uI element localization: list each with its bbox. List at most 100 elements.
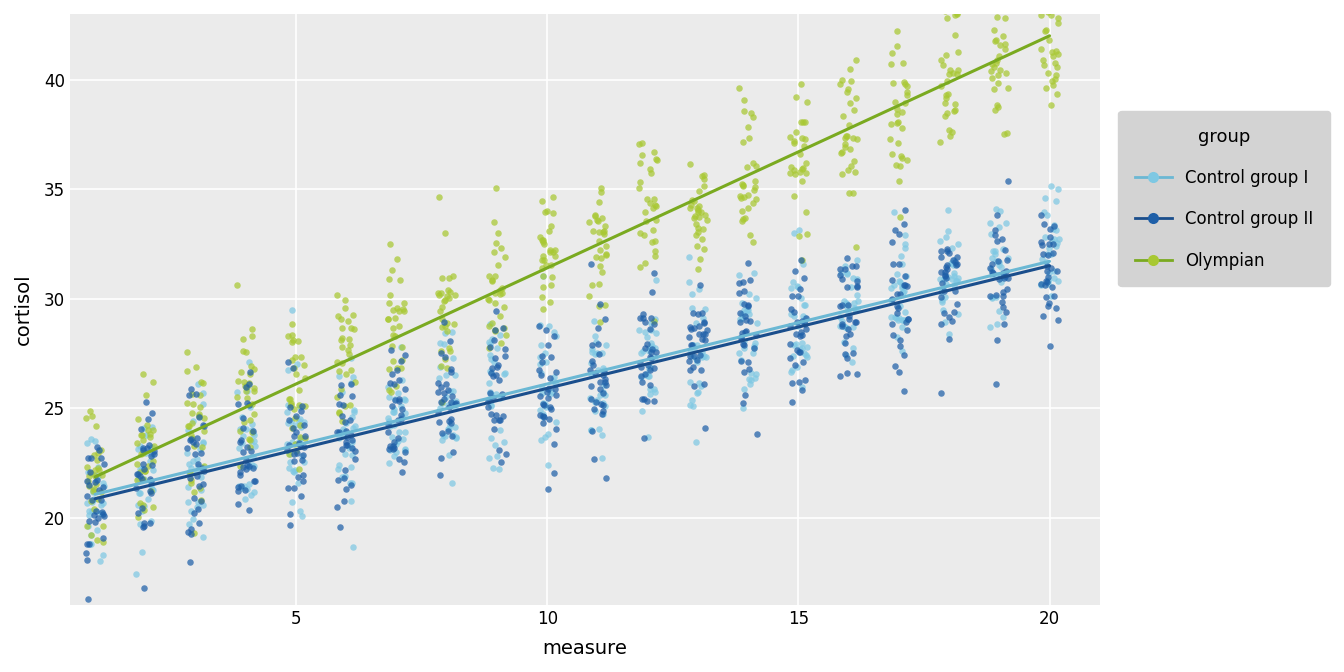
Point (438, 423, 460, 434)
Point (582, 355, 603, 366)
Point (179, 421, 200, 431)
Point (794, 134, 816, 144)
Point (228, 461, 250, 472)
Point (986, 99, 1008, 110)
Point (989, 222, 1011, 233)
Point (242, 460, 263, 471)
Point (730, 355, 751, 366)
Point (528, 365, 550, 376)
Point (438, 401, 460, 412)
Point (737, 304, 758, 315)
Point (796, 97, 817, 108)
Point (641, 237, 663, 248)
Point (981, 292, 1003, 303)
Point (333, 449, 355, 460)
Point (289, 419, 310, 430)
Point (429, 290, 450, 300)
Point (892, 287, 914, 298)
Point (933, 284, 954, 294)
Point (1044, 0, 1066, 3)
Point (739, 275, 761, 286)
Point (793, 116, 814, 127)
Point (336, 439, 358, 450)
Point (836, 353, 857, 364)
Point (887, 103, 909, 114)
Point (589, 236, 610, 247)
Point (187, 461, 208, 472)
Point (534, 431, 555, 442)
Point (192, 438, 214, 449)
Point (790, 117, 812, 128)
Point (187, 497, 208, 507)
Point (331, 335, 352, 346)
Point (387, 388, 409, 398)
Point (981, 59, 1003, 70)
Point (845, 261, 867, 271)
Point (1031, 280, 1052, 291)
Point (891, 106, 913, 117)
Point (948, 46, 969, 57)
Point (132, 499, 153, 510)
Point (341, 411, 363, 422)
Point (93, 533, 114, 544)
Point (594, 401, 616, 411)
Point (683, 212, 704, 223)
Point (937, 76, 958, 87)
Point (737, 357, 758, 368)
Point (382, 329, 403, 340)
Point (931, 278, 953, 289)
Point (242, 463, 263, 474)
Point (935, 279, 957, 290)
Point (180, 524, 202, 535)
Point (837, 324, 859, 335)
Point (981, 259, 1003, 269)
Point (485, 306, 507, 317)
Point (931, 305, 953, 316)
Point (731, 297, 753, 308)
Point (133, 474, 155, 485)
Point (286, 359, 308, 370)
Point (333, 425, 355, 436)
Point (1040, 291, 1062, 302)
Point (644, 245, 665, 256)
Point (540, 386, 562, 397)
Point (442, 327, 464, 337)
Point (488, 463, 509, 474)
Point (992, 312, 1013, 323)
Point (438, 400, 460, 411)
Point (792, 259, 813, 269)
Point (841, 76, 863, 87)
Point (679, 251, 700, 262)
Point (739, 368, 761, 378)
Point (332, 399, 353, 410)
Point (430, 348, 452, 359)
Point (383, 451, 405, 462)
Point (179, 434, 200, 445)
Point (641, 343, 663, 354)
Point (284, 465, 305, 476)
Point (797, 342, 818, 353)
Point (991, 261, 1012, 272)
Point (1038, 68, 1059, 79)
Point (243, 476, 265, 487)
Point (789, 347, 810, 358)
Point (392, 304, 414, 314)
Point (845, 274, 867, 285)
Point (243, 435, 265, 446)
Point (395, 426, 417, 437)
Point (1046, 46, 1067, 56)
Point (128, 468, 149, 479)
Point (141, 483, 163, 494)
Point (835, 138, 856, 149)
Point (332, 387, 353, 398)
Point (237, 398, 258, 409)
Point (235, 423, 257, 434)
Point (836, 268, 857, 279)
Point (887, 26, 909, 36)
Point (637, 338, 659, 349)
Point (90, 445, 112, 456)
Point (732, 181, 754, 192)
Point (980, 1, 1001, 12)
Point (129, 470, 151, 481)
Point (288, 416, 309, 427)
